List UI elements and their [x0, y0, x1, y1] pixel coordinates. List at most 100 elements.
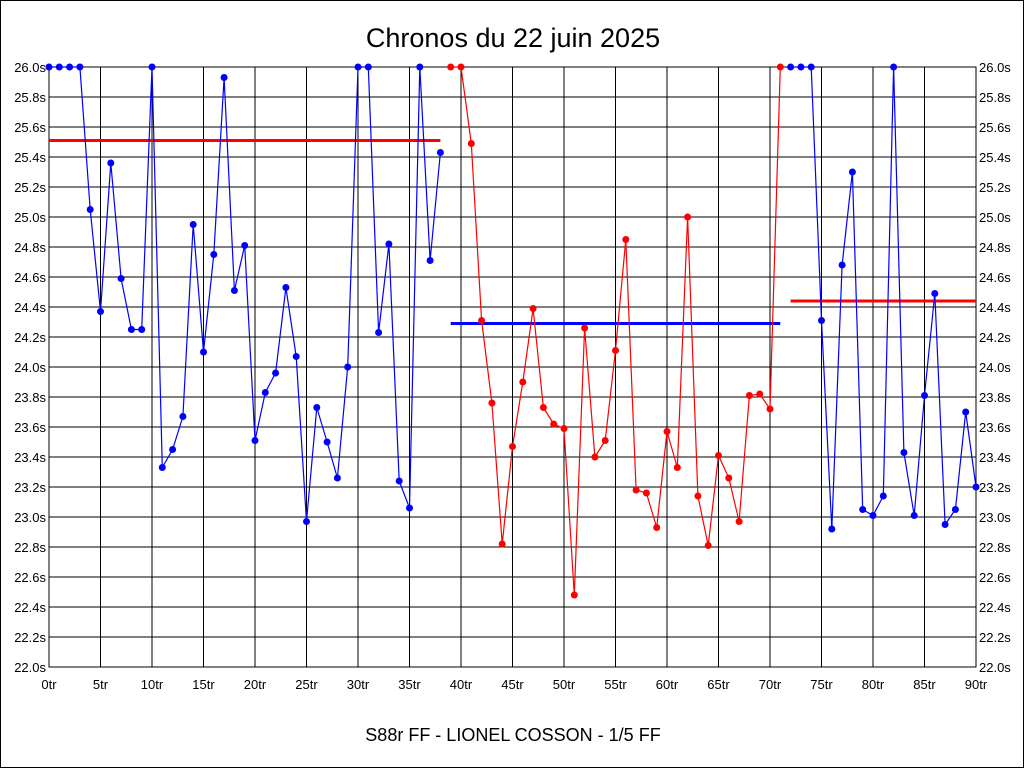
- segment-2-point: [539, 404, 547, 411]
- y-tick-label-right: 22.2s: [979, 630, 1011, 645]
- segment-3-point: [787, 63, 795, 71]
- segment-1-point: [364, 63, 372, 71]
- segment-1-point: [282, 284, 290, 291]
- segment-3-point: [941, 521, 949, 528]
- segment-2-point: [529, 305, 537, 312]
- y-tick-label-left: 22.4s: [14, 600, 46, 615]
- y-tick-label-left: 23.4s: [14, 450, 46, 465]
- segment-1-point: [395, 477, 403, 485]
- y-tick-label-left: 25.6s: [14, 120, 46, 135]
- y-tick-label-left: 25.0s: [14, 210, 46, 225]
- x-tick-label: 0tr: [41, 677, 57, 692]
- segment-2-point: [498, 540, 506, 548]
- y-tick-label-left: 25.8s: [14, 90, 46, 105]
- x-tick-label: 25tr: [295, 677, 318, 692]
- segment-3-point: [807, 63, 815, 71]
- segment-3-point: [890, 63, 898, 71]
- series: [45, 63, 980, 599]
- segment-1-point: [354, 63, 362, 71]
- x-tick-label: 50tr: [553, 677, 576, 692]
- chart-title: Chronos du 22 juin 2025: [366, 23, 660, 53]
- y-tick-label-right: 22.0s: [979, 660, 1011, 675]
- segment-2-point: [776, 63, 784, 71]
- segment-1-point: [179, 413, 187, 420]
- y-tick-label-left: 22.6s: [14, 570, 46, 585]
- segment-2-point: [642, 489, 650, 497]
- segment-1-point: [55, 63, 63, 71]
- y-tick-label-right: 23.0s: [979, 510, 1011, 525]
- segment-3-point: [900, 449, 908, 456]
- segment-2-point: [601, 437, 609, 444]
- x-tick-label: 60tr: [656, 677, 679, 692]
- segment-1-point: [220, 74, 228, 81]
- segment-3-point: [951, 506, 959, 513]
- segment-2-point: [684, 213, 692, 221]
- y-tick-label-right: 22.4s: [979, 600, 1011, 615]
- y-tick-label-right: 24.6s: [979, 270, 1011, 285]
- segment-3-point: [859, 506, 867, 513]
- segment-1-point: [426, 257, 434, 264]
- y-tick-label-right: 22.6s: [979, 570, 1011, 585]
- segment-2-point: [519, 378, 527, 386]
- y-tick-label-left: 24.2s: [14, 330, 46, 345]
- y-tick-label-right: 26.0s: [979, 60, 1011, 75]
- segment-1-point: [272, 369, 280, 377]
- x-tick-label: 80tr: [862, 677, 885, 692]
- segment-1-line: [49, 66, 441, 522]
- y-tick-label-left: 23.8s: [14, 390, 46, 405]
- segment-1-point: [97, 308, 104, 315]
- segment-2-point: [663, 428, 671, 435]
- x-tick-label: 55tr: [604, 677, 627, 692]
- segment-1-point: [117, 275, 125, 282]
- segment-2-point: [581, 324, 589, 332]
- segment-3-point: [818, 317, 825, 324]
- plot-border: [48, 66, 977, 668]
- x-tick-label: 65tr: [707, 677, 730, 692]
- segment-2-point: [550, 420, 558, 428]
- segment-2-point: [735, 518, 743, 525]
- x-axis-label: S88r FF - LIONEL COSSON - 1/5 FF: [365, 725, 660, 745]
- x-tick-label: 75tr: [810, 677, 833, 692]
- segment-2-point: [704, 542, 712, 549]
- segment-1-point: [76, 63, 84, 71]
- x-tick-label: 90tr: [965, 677, 988, 692]
- segment-2-point: [488, 399, 496, 407]
- segment-1-point: [292, 353, 300, 360]
- x-tick-label: 70tr: [759, 677, 782, 692]
- segment-1-point: [86, 206, 94, 213]
- y-tick-label-right: 25.2s: [979, 180, 1011, 195]
- segment-1-point: [200, 348, 207, 356]
- segment-1-point: [107, 159, 115, 167]
- x-tick-label: 5tr: [93, 677, 109, 692]
- y-tick-label-right: 25.4s: [979, 150, 1011, 165]
- x-tick-label: 10tr: [141, 677, 164, 692]
- y-tick-label-left: 22.2s: [14, 630, 46, 645]
- segment-1-point: [66, 63, 74, 71]
- segment-2-point: [694, 492, 702, 500]
- segment-2-point: [560, 425, 568, 432]
- segment-3-point: [931, 290, 939, 297]
- segment-1-point: [436, 149, 444, 156]
- y-tick-label-left: 24.6s: [14, 270, 46, 285]
- y-tick-label-left: 22.8s: [14, 540, 46, 555]
- segment-2-point: [632, 486, 640, 494]
- y-tick-label-left: 23.2s: [14, 480, 46, 495]
- y-tick-label-right: 25.8s: [979, 90, 1011, 105]
- x-tick-label: 40tr: [450, 677, 473, 692]
- y-tick-label-left: 25.4s: [14, 150, 46, 165]
- x-tick-label: 45tr: [501, 677, 524, 692]
- segment-3-point: [962, 408, 970, 416]
- segment-2-point: [622, 236, 630, 243]
- segment-2-point: [745, 392, 753, 399]
- segment-2-point: [715, 452, 722, 459]
- y-tick-label-right: 25.0s: [979, 210, 1011, 225]
- y-tick-label-right: 24.4s: [979, 300, 1011, 315]
- segment-3-line: [790, 66, 977, 530]
- y-tick-label-left: 24.4s: [14, 300, 46, 315]
- segment-1-point: [138, 326, 146, 333]
- segment-1-point: [333, 474, 341, 482]
- segment-3-point: [838, 261, 846, 269]
- x-tick-label: 20tr: [244, 677, 267, 692]
